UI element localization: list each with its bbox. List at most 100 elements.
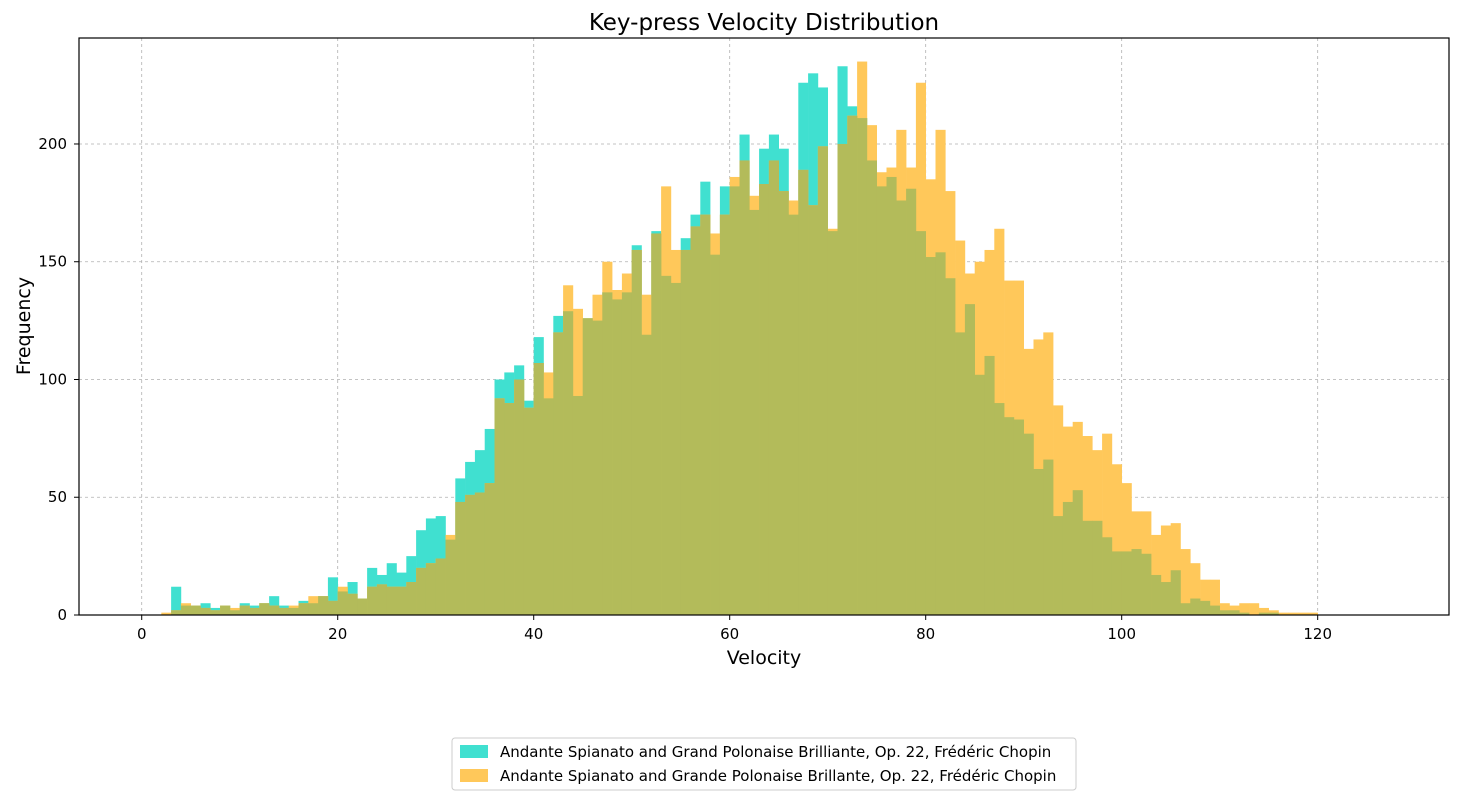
bar-overlap xyxy=(719,214,731,615)
bar-overlap xyxy=(1239,612,1250,615)
legend: Andante Spianato and Grand Polonaise Bri… xyxy=(451,737,1077,791)
bar-overlap xyxy=(494,398,505,615)
bar-overlap xyxy=(827,231,838,616)
bar-overlap xyxy=(759,184,770,615)
bar-overlap xyxy=(1219,610,1230,615)
bar-overlap xyxy=(220,605,231,615)
bar-overlap xyxy=(935,252,946,616)
x-tick-label: 0 xyxy=(137,625,147,643)
bar-series-b xyxy=(1121,483,1132,615)
bar-overlap xyxy=(788,214,799,615)
bar-overlap xyxy=(661,275,672,615)
bar-overlap xyxy=(847,115,858,615)
bar-overlap xyxy=(200,607,211,615)
bar-overlap xyxy=(425,563,437,615)
y-axis-ticks: 0 50 100 150 200 xyxy=(38,135,79,624)
bar-overlap xyxy=(298,603,309,615)
bar-overlap xyxy=(1111,551,1122,615)
bar-overlap xyxy=(592,320,603,615)
bar-overlap xyxy=(651,233,662,616)
y-tick-label: 50 xyxy=(48,488,67,506)
bar-overlap xyxy=(631,249,642,616)
bar-overlap xyxy=(955,332,966,615)
x-tick-label: 80 xyxy=(916,625,935,643)
bar-overlap xyxy=(582,318,593,615)
bar-series-b xyxy=(1102,433,1113,615)
bar-overlap xyxy=(817,146,828,615)
bar-series-b xyxy=(1160,525,1171,615)
x-tick-label: 60 xyxy=(720,625,739,643)
bar-overlap xyxy=(612,299,623,615)
bar-overlap xyxy=(994,403,1005,615)
x-tick-label: 120 xyxy=(1303,625,1332,643)
bar-overlap xyxy=(925,257,936,615)
bar-overlap xyxy=(798,169,809,615)
y-tick-label: 0 xyxy=(57,606,67,624)
legend-frame xyxy=(451,737,1077,791)
bar-overlap xyxy=(455,501,466,615)
y-tick-label: 200 xyxy=(38,135,67,153)
bar-series-b xyxy=(1258,607,1269,615)
bar-overlap xyxy=(318,596,329,615)
bar-overlap xyxy=(465,494,476,615)
bar-overlap xyxy=(357,598,368,615)
bar-overlap xyxy=(1229,610,1240,615)
bar-overlap xyxy=(621,292,633,615)
bar-overlap xyxy=(1131,549,1142,615)
bar-overlap xyxy=(210,610,221,615)
bar-overlap xyxy=(523,407,535,615)
x-tick-label: 20 xyxy=(328,625,347,643)
bar-overlap xyxy=(670,282,682,615)
bar-overlap xyxy=(1102,537,1113,615)
y-tick-label: 100 xyxy=(38,370,67,388)
bar-series-b xyxy=(161,612,172,615)
bar-overlap xyxy=(857,118,868,615)
bar-series-b xyxy=(1288,612,1299,615)
bar-overlap xyxy=(1121,551,1132,615)
bar-overlap xyxy=(886,176,897,615)
bar-overlap xyxy=(1190,598,1201,615)
bar-overlap xyxy=(484,483,495,615)
bar-overlap xyxy=(180,605,192,615)
bar-series-b xyxy=(1111,464,1122,615)
bar-series-b xyxy=(1239,603,1250,615)
y-axis-label: Frequency xyxy=(13,277,35,375)
bar-overlap xyxy=(808,205,819,615)
bar-overlap xyxy=(1209,605,1220,615)
bar-overlap xyxy=(876,186,887,615)
bar-overlap xyxy=(376,584,388,615)
bar-overlap xyxy=(1062,501,1073,615)
bar-overlap xyxy=(778,191,789,615)
bar-overlap xyxy=(1170,570,1181,615)
legend-swatch-series-b xyxy=(460,769,488,782)
bar-overlap xyxy=(504,403,515,615)
bar-overlap xyxy=(367,586,378,615)
bar-overlap xyxy=(837,143,848,615)
bar-overlap xyxy=(641,334,652,615)
bar-overlap xyxy=(327,600,339,615)
bar-overlap xyxy=(563,311,574,615)
bar-overlap xyxy=(602,292,613,615)
bar-overlap xyxy=(514,379,525,615)
bar-overlap xyxy=(1072,490,1083,615)
bar-overlap xyxy=(1180,603,1191,615)
bar-overlap xyxy=(739,160,750,615)
bar-overlap xyxy=(915,231,926,616)
bar-overlap xyxy=(249,607,260,615)
bar-overlap xyxy=(680,249,691,616)
plot-area-frame xyxy=(78,37,1450,616)
bar-overlap xyxy=(896,200,907,615)
bar-overlap xyxy=(710,254,721,616)
bar-series-b xyxy=(1307,612,1318,615)
bar-overlap xyxy=(1141,553,1152,615)
bar-overlap xyxy=(269,605,280,615)
bar-overlap xyxy=(474,492,486,615)
bar-overlap xyxy=(533,363,544,615)
bar-overlap xyxy=(396,586,407,615)
bar-overlap xyxy=(445,539,456,615)
bar-overlap xyxy=(288,607,299,615)
bar-series-b xyxy=(1200,579,1211,615)
bar-overlap xyxy=(1043,459,1054,615)
bar-overlap xyxy=(1004,417,1015,615)
